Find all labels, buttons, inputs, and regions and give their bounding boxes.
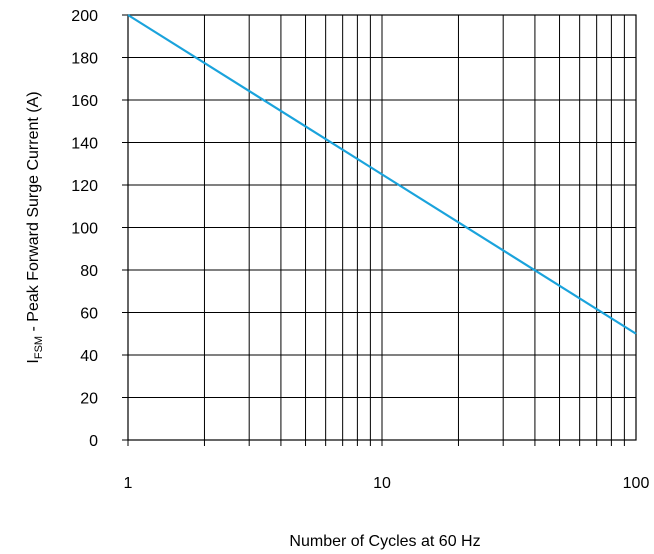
y-tick-label: 180 (71, 51, 98, 68)
series-line (127, 14, 637, 335)
y-axis-title-symbol: I (25, 359, 42, 363)
y-tick-label: 140 (71, 136, 98, 153)
y-tick-label: 60 (80, 306, 98, 323)
y-tick-label: 120 (71, 178, 98, 195)
y-tick-label: 80 (80, 263, 98, 280)
y-tick-label: 40 (80, 348, 98, 365)
x-tick-label: 1 (124, 475, 133, 492)
y-axis-title-subscript: FSM (33, 336, 45, 359)
y-tick-label: 0 (89, 433, 98, 450)
series-layer (127, 14, 637, 335)
plot-frame (127, 14, 637, 441)
x-tick-label: 100 (623, 475, 650, 492)
y-tick-label: 20 (80, 391, 98, 408)
y-tick-label: 160 (71, 93, 98, 110)
y-tick-label: 200 (71, 8, 98, 25)
y-axis-title: IFSM - Peak Forward Surge Current (A) (25, 91, 45, 363)
y-axis-title-text: - Peak Forward Surge Current (A) (25, 91, 42, 336)
grid-lines (122, 14, 636, 446)
x-axis-title: Number of Cycles at 60 Hz (289, 533, 480, 550)
y-tick-label: 100 (71, 221, 98, 238)
y-tick-labels: 0 20 40 60 80 100 120 140 160 180 200 (71, 8, 98, 450)
x-tick-labels: 1 10 100 (124, 475, 650, 492)
x-tick-label: 10 (373, 475, 391, 492)
